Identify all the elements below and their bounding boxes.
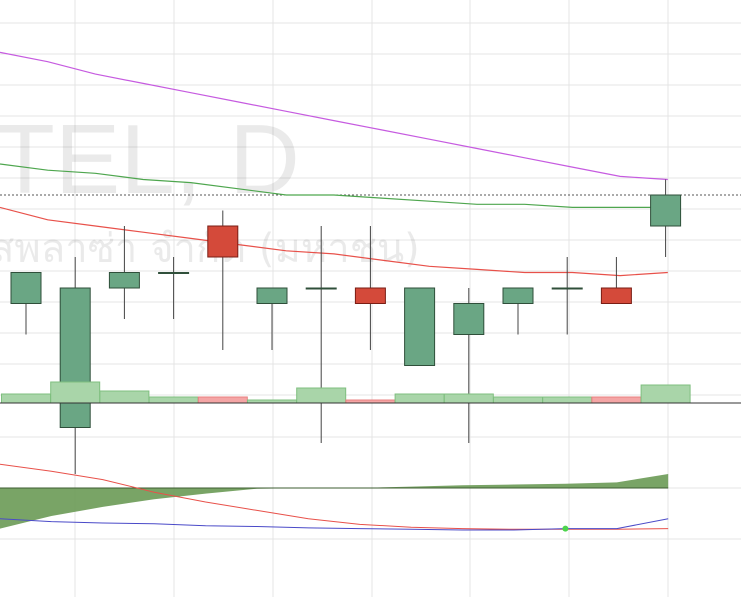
volume-bar-12 [591, 396, 642, 404]
candle-13 [650, 179, 682, 257]
candle-4 [207, 210, 239, 350]
candle-5 [256, 287, 288, 350]
candle-body [10, 272, 42, 304]
volume-bar-10 [493, 396, 543, 404]
candle-6 [305, 226, 337, 443]
candle-body [207, 225, 239, 258]
watermark: TEL, D สพลาซ่า จำกัด (มหาชน) [0, 104, 420, 272]
candle-body [453, 303, 485, 335]
volume-bar-4 [197, 396, 248, 404]
volume-bar-6 [296, 387, 347, 404]
candle-12 [600, 257, 632, 304]
candle-body [305, 287, 337, 290]
volume-bar-3 [148, 396, 199, 404]
candle-body [59, 287, 91, 428]
candle-0 [10, 272, 42, 335]
candle-1 [59, 257, 91, 474]
macd-pane [0, 463, 669, 532]
volume-bar-13 [640, 384, 691, 404]
ma-mid-line [0, 163, 668, 208]
candle-9 [453, 288, 485, 443]
ma-slow-line [0, 51, 668, 181]
candle-2 [108, 226, 140, 319]
price-pane [0, 51, 741, 474]
volume-bar-2 [99, 390, 150, 404]
volume-bar-9 [443, 393, 494, 404]
candle-body [600, 287, 632, 304]
candle-8 [404, 287, 436, 366]
candle-body [650, 194, 682, 227]
volume-bar-0 [1, 393, 51, 404]
macd-line [0, 518, 669, 531]
candle-body [256, 287, 288, 304]
volume-pane [0, 381, 741, 404]
candle-body [108, 272, 140, 289]
volume-bar-1 [50, 381, 101, 404]
candle-10 [502, 287, 534, 335]
volume-bar-8 [394, 393, 445, 404]
candle-7 [354, 226, 386, 350]
candle-3 [158, 257, 190, 319]
candle-body [551, 287, 583, 290]
candle-body [354, 287, 386, 304]
ma-fast-line [0, 206, 668, 277]
candle-11 [551, 257, 583, 335]
volume-bar-11 [542, 396, 593, 404]
candle-body [502, 287, 534, 304]
candle-body [158, 272, 190, 274]
crossover-marker [562, 525, 569, 532]
watermark-symbol: TEL, D [0, 104, 300, 214]
candle-body [404, 287, 436, 366]
macd-histogram-area [0, 474, 669, 529]
